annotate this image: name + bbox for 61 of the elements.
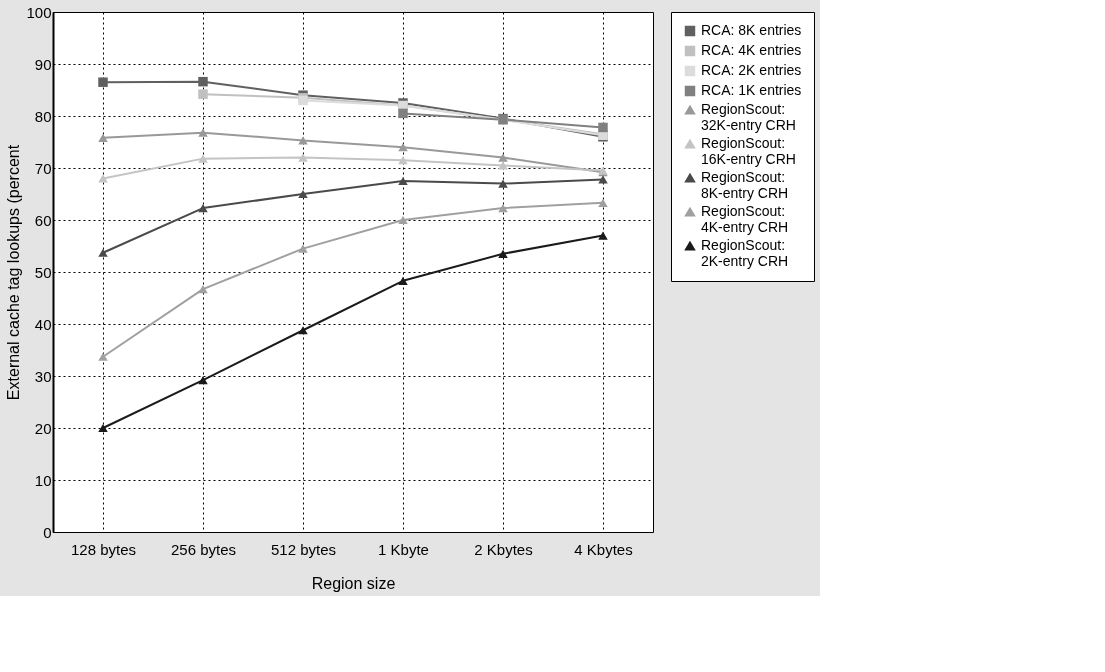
legend-label: RCA: 4K entries xyxy=(701,42,802,58)
point xyxy=(498,153,508,162)
point xyxy=(398,276,408,285)
y-tick-label: 70 xyxy=(34,159,52,177)
point xyxy=(98,352,108,361)
point xyxy=(598,198,608,207)
point xyxy=(98,423,108,433)
point xyxy=(398,176,408,186)
y-tick-label: 30 xyxy=(34,367,52,385)
x-axis-title: Region size xyxy=(311,574,396,592)
legend-label: RegionScout: 4K-entry CRH xyxy=(701,203,789,235)
point xyxy=(198,89,208,99)
point xyxy=(298,136,308,145)
y-tick-label: 100 xyxy=(26,3,52,21)
x-tick-label: 512 bytes xyxy=(270,540,337,558)
x-tick-label: 2 Kbytes xyxy=(474,540,533,558)
y-tick-label: 40 xyxy=(34,315,52,333)
point xyxy=(98,174,108,183)
x-tick-label: 256 bytes xyxy=(170,540,237,558)
point xyxy=(498,179,508,188)
point xyxy=(198,376,208,385)
point xyxy=(298,153,308,162)
x-tick-label: 1 Kbyte xyxy=(378,540,429,558)
point xyxy=(498,203,508,213)
point xyxy=(398,108,408,119)
point xyxy=(598,231,608,240)
legend-label: RegionScout: 32K-entry CRH xyxy=(701,101,796,133)
point xyxy=(598,175,608,184)
point xyxy=(298,189,308,199)
legend-label: RegionScout: 16K-entry CRH xyxy=(701,135,796,167)
y-tick-label: 60 xyxy=(34,211,52,229)
legend-label: RegionScout: 2K-entry CRH xyxy=(701,237,789,269)
y-axis-title: External cache tag lookups (percent xyxy=(5,144,23,401)
point xyxy=(498,249,508,258)
point xyxy=(398,156,408,165)
point xyxy=(398,215,408,225)
point xyxy=(298,326,308,335)
y-tick-label: 90 xyxy=(34,55,52,73)
point xyxy=(98,133,108,142)
point xyxy=(198,203,208,213)
point xyxy=(198,76,208,87)
legend-label: RCA: 1K entries xyxy=(701,82,802,98)
point xyxy=(98,248,108,257)
y-tick-label: 10 xyxy=(34,471,52,489)
point xyxy=(498,161,508,170)
point xyxy=(198,154,208,163)
point xyxy=(98,77,108,87)
point xyxy=(298,244,308,253)
y-tick-label: 80 xyxy=(34,107,52,125)
point xyxy=(198,128,208,137)
y-tick-label: 0 xyxy=(43,523,52,541)
point xyxy=(198,285,208,294)
y-tick-label: 20 xyxy=(34,419,52,437)
y-tick-label: 50 xyxy=(34,263,52,281)
x-tick-label: 128 bytes xyxy=(70,540,137,558)
legend-label: RegionScout: 8K-entry CRH xyxy=(701,169,789,201)
x-tick-label: 4 Kbytes xyxy=(574,540,633,558)
legend-label: RCA: 2K entries xyxy=(701,62,802,78)
legend-label: RCA: 8K entries xyxy=(701,22,802,38)
point xyxy=(598,122,608,133)
point xyxy=(398,143,408,152)
